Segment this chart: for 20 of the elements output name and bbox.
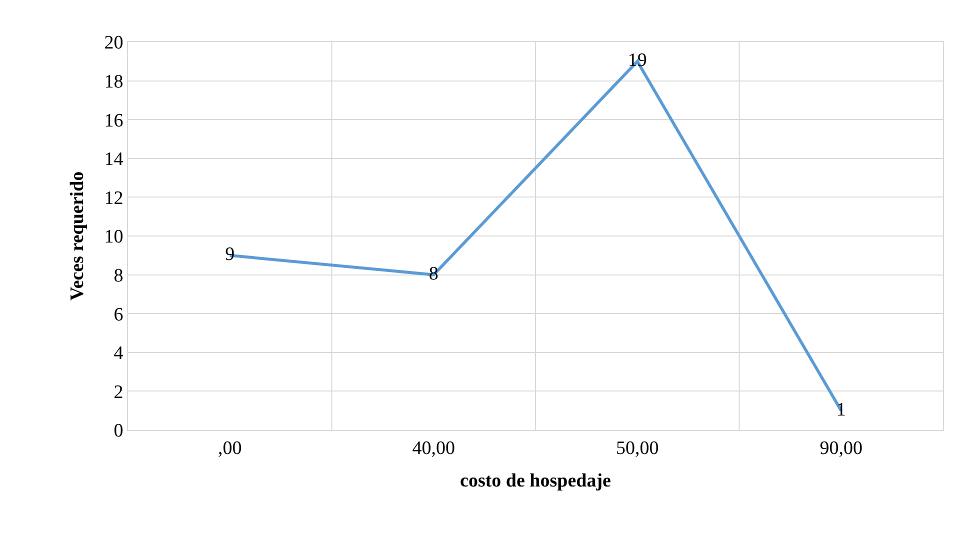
y-tick-label: 6: [114, 304, 124, 326]
x-axis-title: costo de hospedaje: [460, 470, 611, 492]
y-tick-label: 20: [104, 32, 124, 54]
y-tick-label: 4: [114, 343, 124, 364]
y-tick-label: 12: [104, 188, 124, 209]
data-label: 9: [225, 244, 235, 266]
y-axis-title: Veces requerido: [67, 171, 88, 301]
x-tick-label: ,00: [218, 438, 242, 459]
x-tick-label: 40,00: [412, 438, 456, 459]
x-tick-label: 50,00: [616, 438, 659, 459]
y-tick-label: 2: [114, 382, 124, 403]
data-label: 1: [836, 399, 846, 420]
y-tick-label: 10: [104, 226, 124, 248]
y-tick-label: 18: [104, 71, 124, 92]
y-tick-label: 8: [114, 265, 124, 286]
y-tick-label: 16: [104, 110, 124, 132]
y-tick-label: 14: [104, 149, 124, 170]
x-tick-label: 90,00: [820, 438, 863, 459]
data-label: 19: [628, 50, 647, 72]
y-tick-label: 0: [114, 420, 124, 442]
